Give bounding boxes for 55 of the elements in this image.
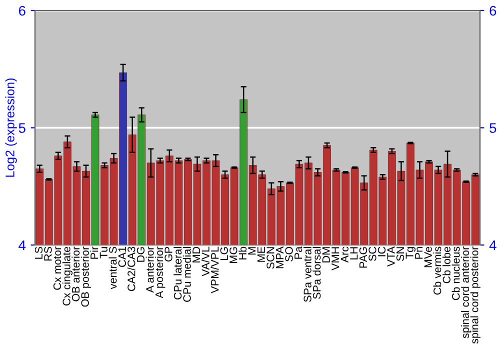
x-tick-label: Cb nucleus	[452, 246, 460, 300]
x-tick-label: Cx cingulate	[62, 246, 72, 306]
x-tick-label: SCN	[266, 247, 274, 269]
x-tick-label: VTA	[387, 246, 395, 267]
x-tick-label: Pa	[294, 246, 302, 259]
x-tick-label: CPu medial	[182, 247, 191, 302]
x-tick-label: Pir	[90, 246, 98, 259]
y-tick-label: 6	[18, 6, 26, 16]
x-tick-label: CPu lateral	[174, 247, 182, 300]
x-tick-label: LH	[350, 247, 358, 260]
x-tick-label: Pn	[415, 247, 423, 259]
x-tick-label: OB posterior	[80, 246, 92, 307]
x-tick-label: SPa dorsal	[312, 247, 321, 299]
x-tick-label: LG	[220, 247, 228, 260]
x-tick-label: CA2/CA3	[127, 246, 136, 291]
y2-tick-label: 6	[490, 6, 496, 16]
x-tick-label: SPa ventral	[303, 247, 312, 302]
x-tick-label: LS	[34, 246, 43, 259]
x-tick-label: VPM/VPL	[210, 246, 219, 294]
x-tick-label: RS	[44, 246, 52, 261]
x-tick-label: CA1	[118, 246, 126, 267]
x-tick-label: MG	[230, 247, 238, 263]
x-tick-label: MVe	[424, 246, 432, 268]
y-tick-label: 4	[18, 240, 26, 250]
x-tick-label: spinal cord anterior	[461, 246, 472, 338]
x-tick-label: ME	[257, 246, 265, 262]
x-tick-label: A posterior	[155, 246, 166, 298]
x-tick-label: Cb lobe	[442, 246, 450, 284]
x-tick-label: SO	[285, 246, 293, 262]
x-tick-label: Tg	[406, 247, 416, 259]
x-tick-label: IC	[378, 246, 386, 256]
x-tick-label: DM	[322, 247, 330, 262]
x-tick-label: VMH	[332, 247, 340, 270]
x-tick-label: MPA	[276, 246, 284, 268]
x-tick-label: VA/VL	[201, 246, 210, 276]
x-tick-label: SN	[396, 247, 404, 261]
x-tick-label: GP	[164, 246, 172, 262]
x-tick-label: MD	[192, 246, 200, 262]
x-tick-label: ventral S	[108, 246, 117, 290]
x-tick-label: Hb	[238, 246, 246, 260]
x-tick-label: Cb vermis	[433, 246, 442, 295]
y-axis-title: Log2 (expression)	[5, 78, 17, 177]
x-tick-label: Arc	[340, 246, 348, 263]
x-tick-label: A anterior	[146, 246, 154, 293]
y2-tick-label: 4	[489, 240, 496, 250]
x-tick-label: OB anterior	[72, 246, 80, 302]
x-tick-label: spinal cord posterior	[470, 246, 480, 344]
x-tick-label: Tu	[100, 247, 108, 258]
x-tick-label: PAG	[359, 247, 368, 268]
x-tick-label: Cx motor	[53, 246, 62, 290]
x-tick-label: DG	[136, 247, 145, 262]
x-tick-label: M	[248, 247, 256, 255]
y-tick-label: 5	[18, 123, 26, 133]
y2-tick-label: 5	[490, 123, 496, 133]
x-tick-label: SC	[368, 246, 376, 261]
